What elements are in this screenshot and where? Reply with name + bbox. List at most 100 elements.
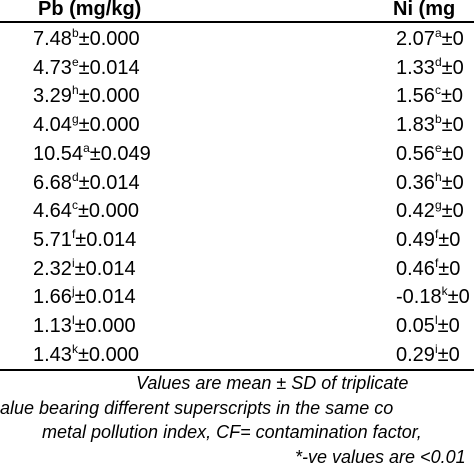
ni-cell: 2.07a±0 <box>396 26 464 53</box>
footnote-mean-sd: Values are mean ± SD of triplicate <box>136 373 409 393</box>
pb-cell: 3.29h±0.000 <box>33 83 140 110</box>
pb-sd: ±0.049 <box>89 143 151 165</box>
pb-superscript: j <box>71 284 75 298</box>
pb-sd: ±0.000 <box>78 28 140 50</box>
pb-column-header: Pb (mg/kg) <box>38 0 142 20</box>
pb-value: 3.29 <box>33 85 72 107</box>
pb-superscript: h <box>71 83 79 97</box>
ni-sd: ±0 <box>437 315 460 337</box>
ni-superscript: i <box>434 342 438 356</box>
ni-sd: ±0 <box>447 286 470 308</box>
ni-sd: ±0 <box>438 229 461 251</box>
ni-cell: 0.42g±0 <box>396 198 464 225</box>
pb-superscript: d <box>71 170 79 184</box>
pb-value: 1.66 <box>33 286 72 308</box>
ni-superscript: e <box>434 141 442 155</box>
ni-value: 1.56 <box>396 85 435 107</box>
pb-cell: 10.54a±0.049 <box>33 141 151 168</box>
ni-superscript: f <box>434 227 439 241</box>
footer-rule <box>0 369 474 371</box>
pb-value: 7.48 <box>33 28 72 50</box>
ni-cell: 1.33d±0 <box>396 55 464 82</box>
pb-sd: ±0.014 <box>74 286 136 308</box>
footnote-abbreviations: metal pollution index, CF= contamination… <box>42 422 422 442</box>
pb-value: 6.68 <box>33 172 72 194</box>
pb-sd: ±0.014 <box>78 57 140 79</box>
ni-sd: ±0 <box>441 114 464 136</box>
ni-value: 0.56 <box>396 143 435 165</box>
pb-sd: ±0.014 <box>78 172 140 194</box>
pb-superscript: e <box>71 55 79 69</box>
pb-sd: ±0.000 <box>77 344 139 366</box>
pb-superscript: i <box>71 256 75 270</box>
pb-sd: ±0.000 <box>78 114 140 136</box>
pb-value: 2.32 <box>33 258 72 280</box>
ni-superscript: l <box>434 313 438 327</box>
ni-value: 1.33 <box>396 57 435 79</box>
pb-cell: 5.71f±0.014 <box>33 227 136 254</box>
ni-cell: 0.05l±0 <box>396 313 460 340</box>
pb-sd: ±0.000 <box>77 200 139 222</box>
pb-sd: ±0.000 <box>74 315 136 337</box>
pb-superscript: g <box>71 112 79 126</box>
pb-cell: 6.68d±0.014 <box>33 170 140 197</box>
pb-superscript: c <box>71 198 78 212</box>
pb-cell: 4.73e±0.014 <box>33 55 140 82</box>
pb-superscript: k <box>71 342 78 356</box>
pb-cell: 1.13l±0.000 <box>33 313 136 340</box>
ni-superscript: c <box>434 83 441 97</box>
ni-value: 0.46 <box>396 258 435 280</box>
ni-cell: -0.18k±0 <box>396 284 470 311</box>
ni-cell: 0.49f±0 <box>396 227 461 254</box>
pb-sd: ±0.000 <box>78 85 140 107</box>
ni-cell: 0.56e±0 <box>396 141 464 168</box>
ni-sd: ±0 <box>441 57 464 79</box>
ni-sd: ±0 <box>441 172 464 194</box>
ni-column-header: Ni (mg <box>393 0 456 20</box>
ni-value: 0.42 <box>396 200 435 222</box>
ni-cell: 1.56c±0 <box>396 83 464 110</box>
ni-value: 1.83 <box>396 114 435 136</box>
ni-value: 2.07 <box>396 28 435 50</box>
ni-sd: ±0 <box>441 143 464 165</box>
ni-cell: 0.36h±0 <box>396 170 464 197</box>
ni-superscript: h <box>434 170 442 184</box>
pb-cell: 2.32i±0.014 <box>33 256 136 283</box>
pb-cell: 4.64c±0.000 <box>33 198 139 225</box>
header-rule <box>0 21 474 23</box>
ni-superscript: a <box>434 26 442 40</box>
pb-value: 4.73 <box>33 57 72 79</box>
pb-cell: 1.66j±0.014 <box>33 284 136 311</box>
ni-superscript: k <box>441 284 448 298</box>
ni-superscript: b <box>434 112 442 126</box>
pb-superscript: a <box>83 141 90 155</box>
pb-value: 5.71 <box>33 229 72 251</box>
ni-sd: ±0 <box>440 85 464 107</box>
ni-value: 0.29 <box>396 344 435 366</box>
pb-cell: 1.43k±0.000 <box>33 342 139 369</box>
pb-superscript: b <box>71 26 79 40</box>
ni-superscript: g <box>434 198 442 212</box>
ni-cell: 1.83b±0 <box>396 112 464 139</box>
ni-superscript: f <box>434 256 439 270</box>
pb-value: 4.64 <box>33 200 72 222</box>
pb-cell: 4.04g±0.000 <box>33 112 140 139</box>
pb-superscript: f <box>71 227 76 241</box>
ni-cell: 0.46f±0 <box>396 256 461 283</box>
pb-value: 4.04 <box>33 114 72 136</box>
ni-value: 0.05 <box>396 315 435 337</box>
pb-superscript: l <box>71 313 75 327</box>
ni-superscript: d <box>434 55 442 69</box>
ni-sd: ±0 <box>441 28 464 50</box>
pb-sd: ±0.014 <box>74 258 136 280</box>
ni-value: -0.18 <box>396 286 442 308</box>
footnote-superscripts: alue bearing different superscripts in t… <box>0 398 394 418</box>
ni-sd: ±0 <box>437 344 460 366</box>
ni-cell: 0.29i±0 <box>396 342 460 369</box>
ni-value: 0.36 <box>396 172 435 194</box>
ni-value: 0.49 <box>396 229 435 251</box>
ni-sd: ±0 <box>438 258 461 280</box>
pb-value: 1.43 <box>33 344 72 366</box>
ni-sd: ±0 <box>441 200 464 222</box>
pb-value: 1.13 <box>33 315 72 337</box>
